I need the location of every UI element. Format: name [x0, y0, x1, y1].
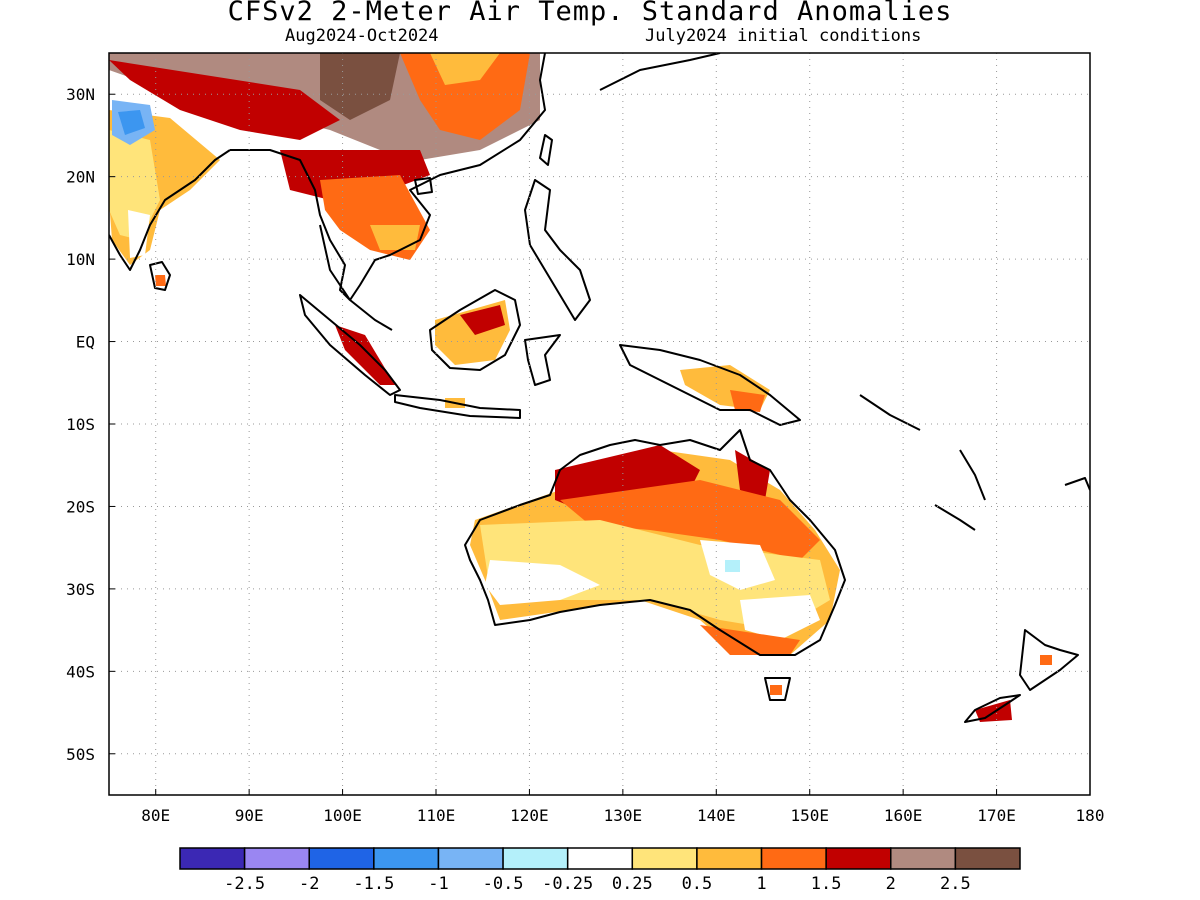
- colorbar-label: -0.5: [483, 874, 524, 894]
- latitude-labels: 30N 20N 10N EQ 10S 20S 30S 40S 50S: [66, 85, 95, 764]
- colorbar-swatch: [890, 847, 957, 870]
- region-china-yellow: [430, 53, 500, 85]
- coast-japan: [599, 53, 721, 91]
- colorbar-label: 0.25: [612, 874, 653, 894]
- lon-tick-label: 150E: [790, 806, 829, 825]
- lon-tick-label: 110E: [417, 806, 456, 825]
- region-aus-white-west: [485, 560, 600, 605]
- initial-conditions: July2024 initial conditions: [645, 26, 922, 46]
- colorbar-label: -0.25: [542, 874, 593, 894]
- colorbar-swatch: [631, 847, 698, 870]
- colorbar-swatch: [825, 847, 892, 870]
- coast-taiwan: [539, 134, 553, 166]
- colorbar-label: 2: [886, 874, 896, 894]
- colorbar-label: -2.5: [224, 874, 265, 894]
- plot-frame: [108, 52, 1091, 796]
- colorbar-label: 2.5: [940, 874, 971, 894]
- colorbar-label: -2: [299, 874, 319, 894]
- coast-tasmania: [764, 677, 791, 701]
- region-tasmania: [770, 685, 782, 695]
- region-india-white2: [128, 210, 150, 258]
- forecast-period: Aug2024-Oct2024: [285, 26, 439, 46]
- lat-tick-label: 40S: [66, 662, 95, 681]
- coast-malay: [319, 224, 393, 331]
- coast-asia: [230, 53, 546, 301]
- coast-newcaledonia: [934, 504, 976, 531]
- lat-tick-label: EQ: [76, 333, 95, 352]
- region-newguinea-orange: [730, 390, 765, 412]
- colorbar-label: -1.5: [353, 874, 394, 894]
- colorbar-swatch: [308, 847, 375, 870]
- lon-tick-label: 140E: [697, 806, 736, 825]
- region-borneo-red: [460, 305, 505, 335]
- lat-tick-label: 30S: [66, 580, 95, 599]
- region-himalaya-red: [109, 60, 340, 140]
- colorbar-swatch: [760, 847, 827, 870]
- lat-tick-label: 50S: [66, 745, 95, 764]
- colorbar-swatch: [566, 847, 634, 870]
- region-india-cooler: [118, 110, 145, 135]
- lat-tick-label: 20N: [66, 168, 95, 187]
- region-china-orange: [400, 53, 530, 140]
- colorbar-swatch: [243, 847, 310, 870]
- coast-sumatra: [299, 294, 401, 396]
- colorbar-label: 1: [756, 874, 766, 894]
- region-indochina-yellow: [370, 225, 420, 250]
- colorbar-label: 1.5: [811, 874, 842, 894]
- map-title: CFSv2 2-Meter Air Temp. Standard Anomali…: [227, 0, 953, 27]
- lon-tick-label: 130E: [604, 806, 643, 825]
- coastlines: [109, 53, 1090, 723]
- colorbar-swatch: [373, 847, 440, 870]
- lon-tick-label: 160E: [884, 806, 923, 825]
- lon-tick-label: 170E: [977, 806, 1016, 825]
- coast-nz-north: [1019, 629, 1079, 691]
- coast-philippines: [524, 179, 591, 321]
- colorbar-swatch: [502, 847, 569, 870]
- lat-tick-label: 10N: [66, 250, 95, 269]
- region-india-white: [109, 80, 160, 100]
- region-sumatra: [335, 325, 395, 385]
- longitude-labels: 80E 90E 100E 110E 120E 130E 140E 150E 160E 170E 18…: [141, 806, 1104, 825]
- region-aus-deeporange: [560, 480, 820, 560]
- coast-vanuatu: [959, 449, 986, 501]
- colorbar-label: 0.5: [682, 874, 713, 894]
- graticule: [109, 53, 1091, 795]
- region-aus-red-east: [735, 450, 770, 500]
- coast-australia: [464, 429, 846, 656]
- colorbar-swatch: [954, 847, 1021, 870]
- colorbar: -2.5 -2 -1.5 -1 -0.5 -0.25 0.25 0.5 1 1.5 2 2.5: [179, 847, 1021, 894]
- lat-tick-label: 30N: [66, 85, 95, 104]
- region-tibet-dark: [320, 53, 400, 120]
- coast-hainan: [414, 177, 433, 195]
- lon-tick-label: 100E: [323, 806, 362, 825]
- region-aus-white-se: [740, 595, 820, 640]
- coast-java: [394, 394, 521, 419]
- coast-fiji: [1064, 477, 1090, 491]
- lon-tick-label: 120E: [510, 806, 549, 825]
- colorbar-swatch: [179, 847, 246, 870]
- region-srilanka: [155, 275, 166, 286]
- coast-nz-south: [964, 694, 1021, 723]
- region-india-light: [109, 130, 160, 240]
- coast-newguinea: [619, 344, 801, 426]
- anomaly-field: [109, 53, 1052, 722]
- lat-tick-label: 20S: [66, 497, 95, 516]
- colorbar-swatch: [437, 847, 504, 870]
- coast-borneo: [429, 289, 521, 371]
- lon-tick-label: 90E: [235, 806, 264, 825]
- coast-sulawesi: [524, 334, 561, 386]
- coast-srilanka: [149, 261, 171, 291]
- region-nz-north: [1040, 655, 1052, 665]
- lon-tick-label: 180: [1076, 806, 1105, 825]
- coast-india: [109, 149, 231, 271]
- lon-tick-label: 80E: [141, 806, 170, 825]
- region-aus-cool: [725, 560, 740, 572]
- lat-tick-label: 10S: [66, 415, 95, 434]
- coast-solomons: [859, 394, 921, 431]
- colorbar-swatch: [696, 847, 763, 870]
- colorbar-label: -1: [428, 874, 448, 894]
